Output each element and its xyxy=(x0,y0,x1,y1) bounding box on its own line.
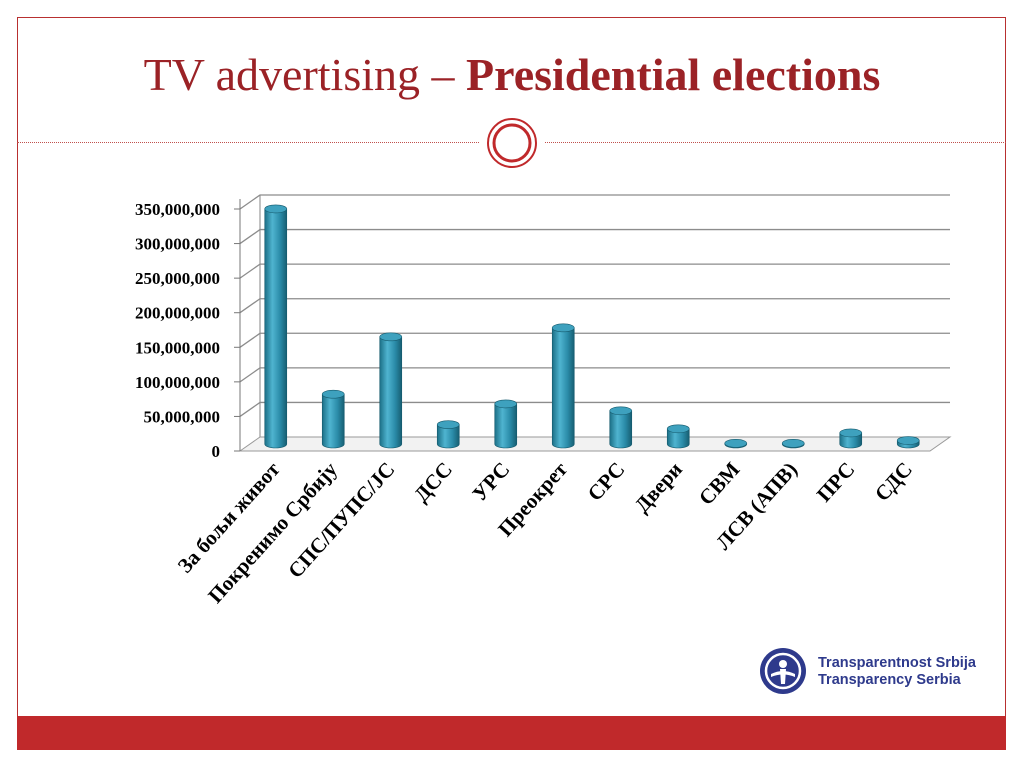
bar xyxy=(264,204,288,449)
x-category-label: УРС xyxy=(467,457,514,506)
gridline xyxy=(239,194,950,210)
logo-text-line1: Transparentnost Srbija xyxy=(818,655,976,671)
x-category-label: ПРС xyxy=(812,457,860,506)
bar xyxy=(781,439,805,449)
y-tick-label: 200,000,000 xyxy=(135,304,220,323)
title-divider-right xyxy=(545,142,1006,143)
y-tick-label: 50,000,000 xyxy=(144,407,221,426)
title-divider-left xyxy=(17,142,479,143)
gridline xyxy=(239,401,950,417)
footer-bar xyxy=(17,716,1006,750)
title-part1: TV advertising – xyxy=(143,49,467,100)
x-category-label: СПС/ПУПС/ЈС xyxy=(283,457,399,582)
slide-title: TV advertising – Presidential elections xyxy=(0,48,1024,101)
gridline xyxy=(239,332,950,348)
gridline xyxy=(239,298,950,314)
bar xyxy=(896,436,920,449)
y-tick-label: 150,000,000 xyxy=(135,338,220,357)
x-category-label: ДСС xyxy=(409,457,457,506)
bar-chart: 0 50,000,000 100,000,000 150,000,000 200,000… xyxy=(135,194,952,608)
title-part2: Presidential elections xyxy=(466,49,881,100)
transparency-serbia-logo: Transparentnost Srbija Transparency Serb… xyxy=(758,646,998,696)
x-category-label: СРС xyxy=(583,457,630,505)
bar xyxy=(666,424,690,449)
bar xyxy=(494,399,518,449)
x-category-label: Двери xyxy=(630,457,687,517)
bar xyxy=(379,332,403,449)
bar xyxy=(839,428,863,449)
gridline xyxy=(239,367,950,383)
y-tick-label: 0 xyxy=(212,442,221,461)
x-category-label: За бољи живот xyxy=(173,457,285,578)
y-tick-label: 100,000,000 xyxy=(135,373,220,392)
y-tick-label: 250,000,000 xyxy=(135,269,220,288)
logo-text-line2: Transparency Serbia xyxy=(818,672,961,688)
bar xyxy=(321,389,345,449)
gridline xyxy=(239,263,950,279)
y-tick-label: 350,000,000 xyxy=(135,200,220,219)
ornament-circle-icon xyxy=(487,118,537,168)
logo-globe-icon xyxy=(760,648,806,694)
x-category-label: СДС xyxy=(870,457,917,506)
bar xyxy=(436,420,460,449)
gridline xyxy=(239,228,950,245)
bar xyxy=(551,323,575,449)
bar xyxy=(724,439,748,449)
x-category-label: СВМ xyxy=(694,457,745,510)
chart-floor xyxy=(238,436,952,452)
y-tick-label: 300,000,000 xyxy=(135,235,220,254)
bar xyxy=(609,406,633,449)
